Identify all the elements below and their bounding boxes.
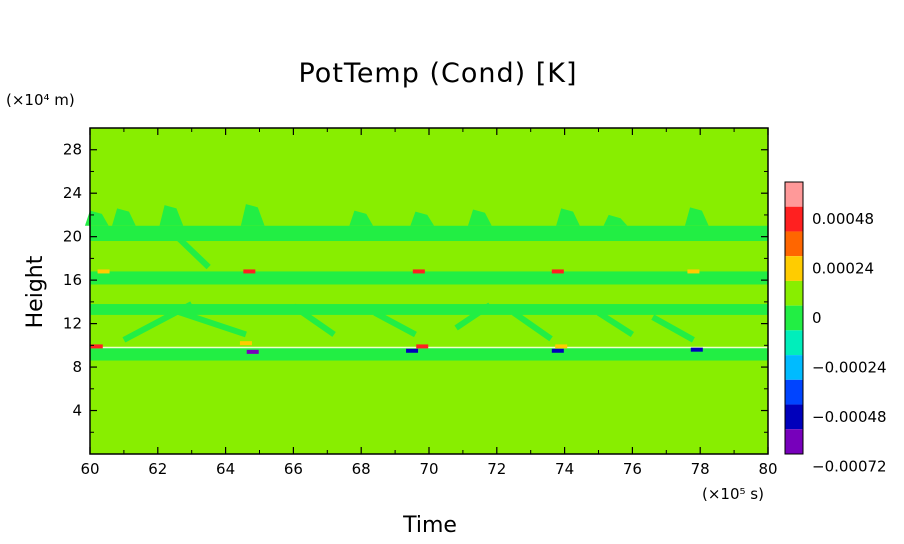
band-bump [240, 204, 265, 226]
connector-streak [454, 302, 492, 331]
x-tick-label: 76 [623, 460, 642, 478]
band-bump [603, 214, 628, 226]
colorbar-label: 0.00048 [812, 210, 874, 228]
connector-streak [512, 310, 553, 342]
x-axis-label: Time [402, 513, 457, 538]
hotspot [90, 344, 103, 349]
colorbar-swatch [785, 330, 803, 356]
hotspot [406, 348, 419, 353]
colorbar-swatch [785, 231, 803, 257]
colorbar-label: 0 [812, 309, 822, 327]
x-tick-label: 60 [80, 460, 99, 478]
y-unit-label: (×10⁴ m) [6, 91, 75, 109]
hotspot [551, 348, 564, 353]
y-axis: 4 8 12 16 20 24 28 [63, 141, 768, 433]
y-tick-label: 20 [63, 228, 82, 246]
band-bump [556, 208, 580, 226]
connector-streak [291, 303, 336, 337]
colorbar-swatch [785, 305, 803, 331]
band-bump [349, 210, 374, 226]
connector-streak [172, 232, 211, 270]
band-bump [684, 207, 709, 226]
band-bump [159, 205, 184, 226]
x-tick-label: 80 [758, 460, 777, 478]
y-tick-label: 12 [63, 315, 82, 333]
colorbar-swatch [785, 182, 803, 207]
band-lower [90, 347, 768, 361]
x-tick-label: 62 [148, 460, 167, 478]
hotspot [97, 269, 110, 274]
colorbar-swatch [785, 355, 803, 380]
band-upper [90, 225, 768, 242]
x-tick-label: 66 [284, 460, 303, 478]
colorbar-swatch [785, 429, 803, 454]
colorbar-frame [784, 181, 804, 455]
hotspot [243, 269, 256, 274]
y-tick-label: 28 [63, 141, 82, 159]
connector-streak [163, 304, 247, 338]
y-tick-label: 24 [63, 184, 82, 202]
y-tick-label: 4 [72, 402, 82, 420]
heatmap-field [84, 128, 768, 454]
band-bump [112, 208, 136, 226]
hotspot [687, 269, 700, 274]
x-tick-label: 72 [487, 460, 506, 478]
x-tick-label: 68 [352, 460, 371, 478]
hotspot [551, 269, 564, 274]
colorbar-swatch [785, 379, 803, 405]
band-bump [467, 209, 492, 226]
chart-title: PotTemp (Cond) [K] [298, 58, 577, 89]
connector-streak [373, 310, 417, 338]
connector-streak [651, 314, 695, 343]
colorbar-label: 0.00024 [812, 260, 874, 278]
hotspot [690, 347, 703, 352]
hotspot [239, 341, 252, 346]
hotspot [246, 349, 259, 354]
field-background [90, 128, 768, 454]
hotspot [555, 344, 568, 349]
x-axis: 60 62 64 66 68 70 72 74 76 78 80 [80, 128, 778, 478]
colorbar-label: −0.00024 [812, 358, 887, 376]
colorbar-swatch [785, 280, 803, 306]
colorbar-swatch [785, 206, 803, 232]
x-tick-label: 78 [691, 460, 710, 478]
colorbar-swatch [785, 256, 803, 281]
colorbar-label: −0.00072 [812, 457, 887, 475]
connector-streak [596, 310, 635, 337]
hotspot [416, 344, 429, 349]
hotspot [412, 269, 425, 274]
band-mid-upper [90, 271, 768, 285]
y-tick-label: 8 [72, 358, 82, 376]
y-axis-label: Height [23, 255, 48, 328]
band-bump [410, 211, 435, 226]
x-tick-label: 70 [419, 460, 438, 478]
y-tick-label: 16 [63, 271, 82, 289]
x-tick-label: 64 [216, 460, 235, 478]
band-mid [90, 304, 768, 315]
plot-area [84, 127, 769, 455]
colorbar: 0.00048 0.00024 0 −0.00024 −0.00048 −0.00072 [784, 181, 887, 475]
band-bump [84, 210, 109, 226]
x-unit-label: (×10⁵ s) [702, 485, 764, 503]
colorbar-label: −0.00048 [812, 408, 887, 426]
x-tick-label: 74 [555, 460, 574, 478]
colorbar-swatch [785, 404, 803, 430]
